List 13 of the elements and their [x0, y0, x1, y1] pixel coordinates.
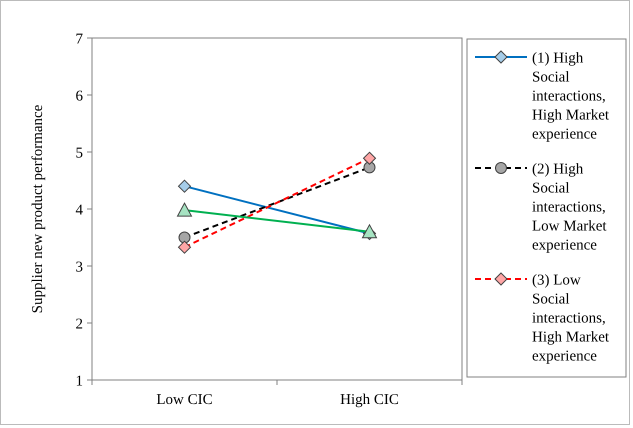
- y-axis-title: Supplier new product performance: [30, 104, 46, 314]
- legend-label: (2) High Social interactions, Low Market experience: [532, 161, 608, 254]
- y-tick-label: 6: [76, 88, 84, 104]
- y-tick-label: 5: [76, 145, 83, 162]
- legend-label: (3) Low Social interactions, High Market experience: [532, 272, 610, 364]
- y-tick-label: 7: [76, 31, 84, 48]
- x-tick-label: Low CIC: [156, 392, 213, 408]
- legend-label: (1) High Social interactions, High Market experience: [532, 50, 610, 142]
- x-tick-label: High CIC: [340, 392, 399, 408]
- y-tick-label: 2: [76, 316, 83, 332]
- y-tick-label: 3: [76, 259, 83, 276]
- y-tick-label: 4: [76, 202, 84, 218]
- y-tick-label: 1: [76, 373, 83, 390]
